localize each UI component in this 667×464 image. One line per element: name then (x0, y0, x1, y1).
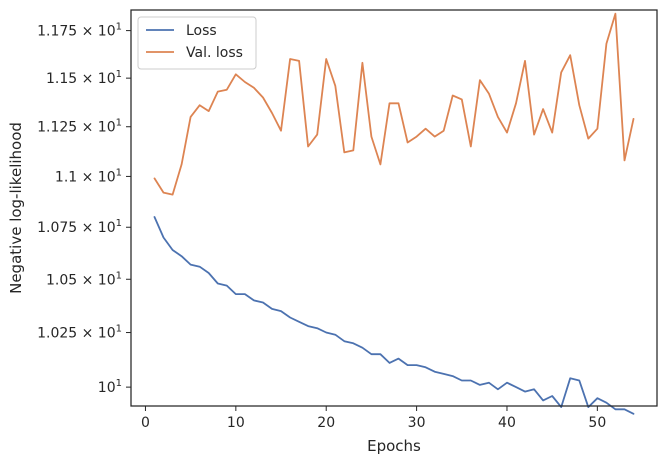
y-tick-label-exponent: 1 (116, 22, 122, 33)
plot-frame (130, 9, 658, 407)
legend-label: Val. loss (186, 45, 243, 61)
legend: Loss Val. loss (137, 16, 257, 70)
y-tick-label-base: 1.15 × 10 (46, 71, 116, 87)
y-axis-label: Negative log-likelihood (7, 122, 25, 294)
y-tick-label-exponent: 1 (116, 167, 122, 178)
series-line-0 (153, 216, 635, 415)
y-tick-label-exponent: 1 (116, 118, 122, 129)
x-tick-label: 0 (141, 415, 150, 431)
x-axis: 0 10 20 30 40 50 (141, 406, 606, 431)
series-line-1 (153, 12, 635, 196)
x-tick-label: 40 (498, 415, 516, 431)
y-tick-label-exponent: 1 (116, 324, 122, 335)
y-tick-label-exponent: 1 (116, 69, 122, 80)
y-tick-label-base: 1.125 × 10 (37, 120, 116, 136)
y-tick-label: 1.025 × 101 (37, 324, 122, 342)
y-tick-label-exponent: 1 (116, 270, 122, 281)
y-tick-label: 1.15 × 101 (46, 69, 122, 87)
y-tick-label-base: 10 (98, 380, 116, 396)
y-tick-label: 1.175 × 101 (37, 22, 122, 40)
x-axis-label: Epochs (367, 437, 421, 455)
x-tick-label: 20 (317, 415, 335, 431)
x-tick-label: 10 (227, 415, 245, 431)
y-tick-label: 1.075 × 101 (37, 218, 122, 236)
y-tick-label-base: 1.1 × 10 (55, 169, 116, 185)
y-tick-label-base: 1.05 × 10 (46, 272, 116, 288)
y-tick-label-exponent: 1 (116, 218, 122, 229)
plot-background (131, 10, 657, 406)
y-tick-label-base: 1.075 × 10 (37, 220, 116, 236)
legend-label: Loss (186, 23, 217, 39)
y-tick-label: 1.05 × 101 (46, 270, 122, 288)
y-tick-label: 1.125 × 101 (37, 118, 122, 136)
y-tick-label-base: 1.175 × 10 (37, 24, 116, 40)
x-tick-label: 50 (588, 415, 606, 431)
y-tick-label: 1.1 × 101 (55, 167, 122, 185)
y-tick-label-base: 1.025 × 10 (37, 326, 116, 342)
y-tick-label: 101 (98, 378, 122, 396)
series-layer (153, 12, 635, 415)
y-tick-label-exponent: 1 (116, 378, 122, 389)
x-tick-label: 30 (408, 415, 426, 431)
